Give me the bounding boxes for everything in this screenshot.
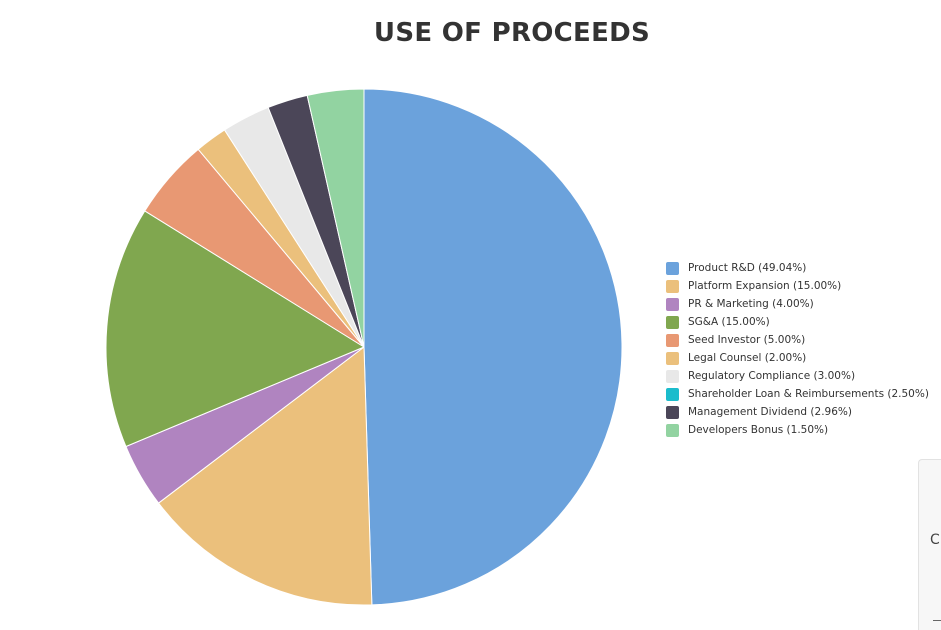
legend-item[interactable]: Product R&D (49.04%) (666, 259, 929, 277)
side-widget-tab[interactable]: C (918, 459, 941, 630)
legend-swatch (666, 369, 679, 383)
legend-swatch (666, 405, 679, 419)
legend-swatch (666, 297, 679, 311)
legend-swatch (666, 387, 679, 401)
legend-label: Developers Bonus (1.50%) (688, 424, 829, 436)
legend-label: Regulatory Compliance (3.00%) (688, 370, 856, 382)
pie-slice-1[interactable] (158, 346, 373, 606)
pie-slice-8[interactable] (306, 88, 365, 348)
legend-swatch (666, 315, 679, 329)
side-widget-label: C (930, 532, 940, 548)
legend-label: Management Dividend (2.96%) (688, 406, 852, 418)
legend-label: Shareholder Loan & Reimbursements (2.50%… (688, 388, 929, 400)
legend-item[interactable]: Shareholder Loan & Reimbursements (2.50%… (666, 385, 929, 403)
legend-swatch (666, 351, 679, 365)
legend-label: PR & Marketing (4.00%) (688, 298, 814, 310)
legend-item[interactable]: Management Dividend (2.96%) (666, 403, 929, 421)
legend-item[interactable]: Platform Expansion (15.00%) (666, 277, 929, 295)
legend-swatch (666, 333, 679, 347)
legend-item[interactable]: Legal Counsel (2.00%) (666, 349, 929, 367)
legend-swatch (666, 423, 679, 437)
legend-item[interactable]: PR & Marketing (4.00%) (666, 295, 929, 313)
chart-title: USE OF PROCEEDS (373, 18, 651, 48)
legend-item[interactable]: Seed Investor (5.00%) (666, 331, 929, 349)
legend-label: Legal Counsel (2.00%) (688, 352, 807, 364)
pie-slice-3[interactable] (105, 210, 365, 447)
legend-item[interactable]: SG&A (15.00%) (666, 313, 929, 331)
pie-slice-0[interactable] (363, 88, 623, 606)
legend-label: Seed Investor (5.00%) (688, 334, 806, 346)
legend-item[interactable]: Regulatory Compliance (3.00%) (666, 367, 929, 385)
legend-label: Platform Expansion (15.00%) (688, 280, 842, 292)
legend-label: SG&A (15.00%) (688, 316, 770, 328)
legend-swatch (666, 279, 679, 293)
legend-swatch (666, 261, 679, 275)
legend-label: Product R&D (49.04%) (688, 262, 807, 274)
minus-icon (933, 620, 941, 621)
chart-legend: Product R&D (49.04%) Platform Expansion (… (666, 259, 929, 439)
legend-item[interactable]: Developers Bonus (1.50%) (666, 421, 929, 439)
